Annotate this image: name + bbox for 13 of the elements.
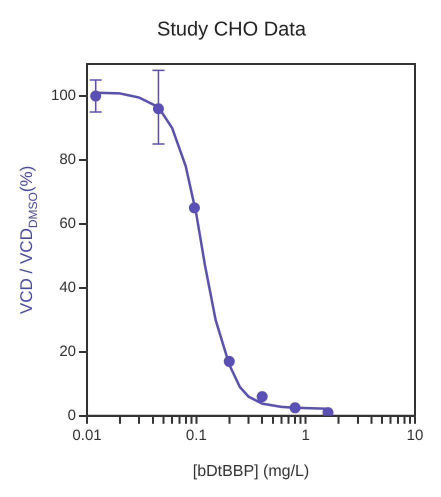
x-tick-label: 10 [406, 426, 424, 444]
y-tick-label: 60 [59, 215, 76, 232]
chart-title: Study CHO Data [157, 18, 307, 41]
y-tick-label: 100 [50, 87, 76, 104]
x-axis-title: [bDtBBP] (mg/L) [192, 462, 310, 480]
y-tick-label: 0 [68, 406, 76, 424]
y-tick-label: 20 [59, 342, 76, 360]
x-tick-label: 0.1 [186, 426, 207, 444]
x-tick-label: 0.01 [72, 426, 102, 444]
y-axis-title: VCD / VCDDMSO(%) [17, 166, 40, 314]
x-tick-label: 1 [302, 426, 310, 444]
y-tick-label: 40 [59, 279, 76, 296]
y-tick-label: 80 [59, 151, 76, 168]
